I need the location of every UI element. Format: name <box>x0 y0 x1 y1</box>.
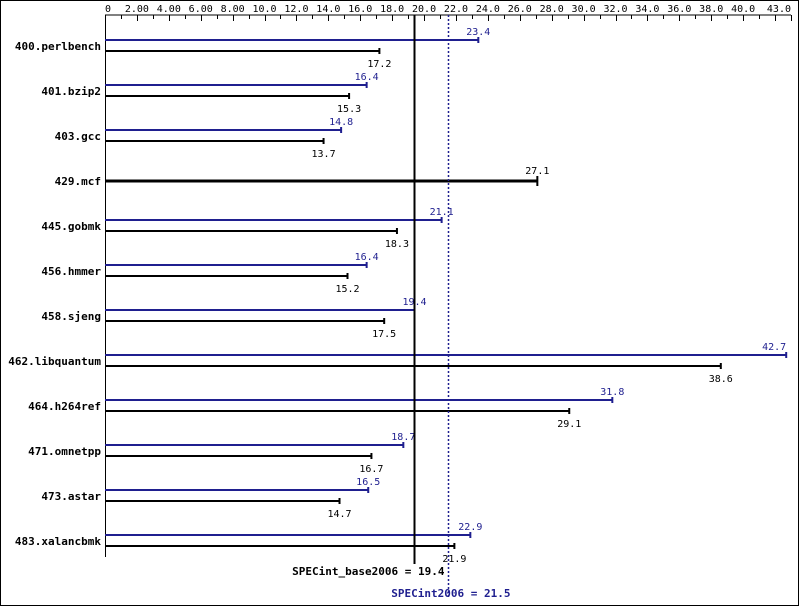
base-value-label: 14.7 <box>327 509 351 520</box>
x-axis: 0 2.00 4.00 6.00 8.00 10.0 12.0 14.0 16.0 18.0 20.… <box>105 4 792 557</box>
peak-value-label: 23.4 <box>466 27 490 38</box>
peak-value-label: 16.5 <box>356 477 380 488</box>
peak-value-label: 21.1 <box>430 207 454 218</box>
peak-value-label: 22.9 <box>458 522 482 533</box>
base-value-label: 29.1 <box>557 419 581 430</box>
base-value-label: 16.7 <box>359 464 383 475</box>
x-tick-label: 0 <box>105 4 111 15</box>
benchmark-label: 445.gobmk <box>41 220 101 233</box>
x-tick-label: 32.0 <box>603 4 627 15</box>
x-tick-label: 36.0 <box>667 4 691 15</box>
x-tick-label: 6.00 <box>189 4 213 15</box>
x-tick-label: 14.0 <box>316 4 340 15</box>
peak-value-label: 16.4 <box>355 252 379 263</box>
x-tick-label: 12.0 <box>284 4 308 15</box>
benchmark-label: 458.sjeng <box>41 310 101 323</box>
peak-value-label: 42.7 <box>762 342 786 353</box>
x-tick-label: 30.0 <box>572 4 596 15</box>
summary-base-label: SPECint_base2006 = 19.4 <box>292 565 445 578</box>
reference-lines <box>413 15 450 599</box>
base-value-label: 17.5 <box>372 329 396 340</box>
benchmark-label: 462.libquantum <box>8 355 101 368</box>
peak-value-label: 16.4 <box>355 72 379 83</box>
x-tick-label: 26.0 <box>508 4 532 15</box>
summary-peak-label: SPECint2006 = 21.5 <box>391 587 510 600</box>
benchmark-label: 400.perlbench <box>15 40 101 53</box>
x-tick-label: 22.0 <box>444 4 468 15</box>
benchmark-label: 403.gcc <box>55 130 101 143</box>
benchmark-label: 483.xalancbmk <box>15 535 101 548</box>
x-tick-label: 4.00 <box>157 4 181 15</box>
base-value-label: 17.2 <box>367 59 391 70</box>
base-value-label: 21.9 <box>442 554 466 565</box>
benchmark-label: 401.bzip2 <box>41 85 101 98</box>
x-tick-label: 18.0 <box>380 4 404 15</box>
peak-value-label: 18.7 <box>391 432 415 443</box>
benchmark-label: 464.h264ref <box>28 400 101 413</box>
benchmark-label: 471.omnetpp <box>28 445 101 458</box>
base-value-label: 15.3 <box>337 104 361 115</box>
x-tick-label: 8.00 <box>221 4 245 15</box>
peak-value-label: 14.8 <box>329 117 353 128</box>
base-value-label: 27.1 <box>525 166 549 177</box>
benchmark-labels: 400.perlbench 401.bzip2 403.gcc 429.mcf 445.… <box>8 40 101 548</box>
x-tick-label: 43.0 <box>767 4 791 15</box>
base-value-label: 38.6 <box>709 374 733 385</box>
benchmark-label: 456.hmmer <box>41 265 101 278</box>
base-value-label: 18.3 <box>385 239 409 250</box>
benchmark-label: 473.astar <box>41 490 101 503</box>
benchmark-label: 429.mcf <box>55 175 101 188</box>
x-tick-label: 16.0 <box>348 4 372 15</box>
x-tick-label: 34.0 <box>635 4 659 15</box>
x-tick-label: 20.0 <box>412 4 436 15</box>
base-value-label: 15.2 <box>335 284 359 295</box>
base-value-label: 13.7 <box>312 149 336 160</box>
bars: 23.4 17.2 16.4 15.3 14.8 13.7 27.1 21.1 18.3 16.4… <box>105 27 788 565</box>
peak-value-label: 31.8 <box>600 387 624 398</box>
x-tick-label: 10.0 <box>252 4 276 15</box>
x-tick-label: 40.0 <box>731 4 755 15</box>
x-tick-label: 24.0 <box>476 4 500 15</box>
x-tick-label: 2.00 <box>125 4 149 15</box>
x-tick-label: 28.0 <box>540 4 564 15</box>
x-tick-label: 38.0 <box>699 4 723 15</box>
